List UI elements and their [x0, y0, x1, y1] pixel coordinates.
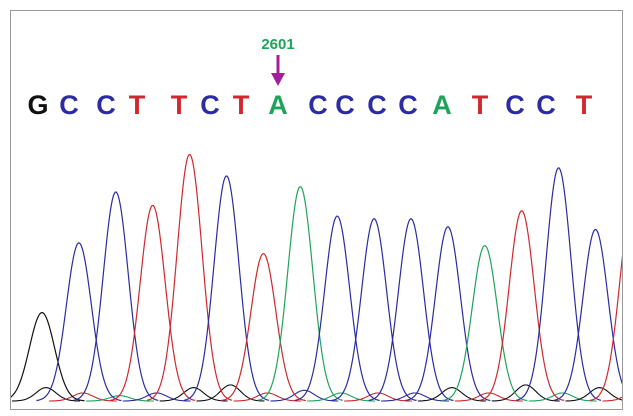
background-peak-g: [417, 387, 486, 402]
base-call-t: T: [129, 90, 146, 120]
peak-c: [73, 191, 159, 401]
base-call-c: C: [398, 90, 418, 120]
background-peak-g: [196, 384, 265, 402]
peak-c: [368, 218, 454, 401]
base-call-t: T: [233, 90, 250, 120]
background-peak-g: [159, 387, 228, 402]
peak-c: [552, 229, 622, 402]
base-call-g: G: [27, 90, 48, 120]
peak-t: [146, 154, 233, 401]
peak-a: [257, 186, 343, 401]
background-peak-t: [48, 392, 117, 402]
position-label: 2601: [261, 36, 294, 53]
peak-t: [110, 204, 196, 401]
base-call-t: T: [472, 90, 489, 120]
base-call-c: C: [536, 90, 556, 120]
background-peak-t: [602, 396, 622, 402]
peak-g: [11, 312, 85, 402]
background-peak-t: [454, 392, 523, 402]
background-peak-t: [344, 392, 413, 402]
peak-c: [294, 215, 380, 401]
peak-c: [36, 242, 122, 402]
base-call-a: A: [432, 90, 452, 120]
base-call-c: C: [367, 90, 387, 120]
base-call-c: C: [96, 90, 116, 120]
base-call-a: A: [268, 90, 288, 120]
base-call-c: C: [308, 90, 328, 120]
peak-c: [331, 218, 417, 401]
base-call-c: C: [59, 90, 79, 120]
base-call-c: C: [200, 90, 220, 120]
base-call-t: T: [171, 90, 188, 120]
marker-arrow-head: [271, 73, 285, 86]
background-peak-c: [381, 392, 449, 402]
background-traces: [11, 384, 622, 402]
background-peak-a: [307, 392, 376, 402]
peak-t: [479, 210, 565, 401]
peak-c: [183, 175, 270, 401]
peak-a: [442, 245, 528, 402]
peak-c: [405, 226, 491, 402]
position-marker: 2601: [261, 36, 295, 86]
background-peak-g: [565, 387, 622, 402]
base-call-c: C: [335, 90, 355, 120]
peak-t: [220, 253, 306, 402]
base-call-c: C: [505, 90, 525, 120]
background-peak-g: [491, 384, 560, 402]
background-peak-a: [528, 392, 597, 402]
peak-t: [589, 255, 622, 401]
background-peak-g: [11, 387, 81, 402]
background-peak-t: [233, 392, 302, 402]
background-peak-c: [270, 389, 339, 402]
base-call-t: T: [576, 90, 593, 120]
peak-traces: [11, 154, 622, 402]
peak-c: [515, 167, 602, 401]
